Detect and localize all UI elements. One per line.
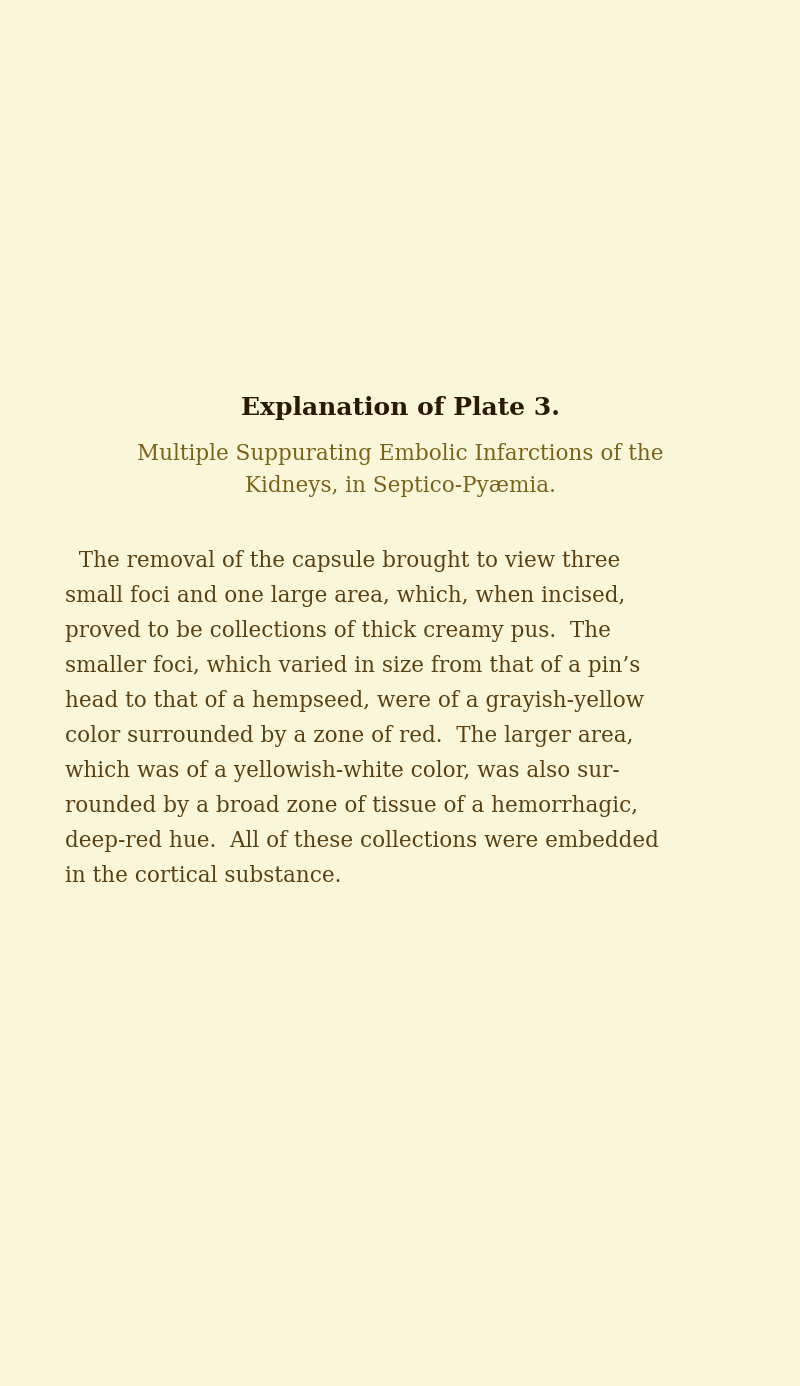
Text: deep-red hue.  All of these collections were embedded: deep-red hue. All of these collections w… bbox=[65, 830, 659, 852]
Text: color surrounded by a zone of red.  The larger area,: color surrounded by a zone of red. The l… bbox=[65, 725, 634, 747]
Text: proved to be collections of thick creamy pus.  The: proved to be collections of thick creamy… bbox=[65, 620, 611, 642]
Text: Explanation of Plate 3.: Explanation of Plate 3. bbox=[241, 396, 559, 420]
Text: The removal of the capsule brought to view three: The removal of the capsule brought to vi… bbox=[65, 550, 620, 572]
Text: Kidneys, in Septico-Pyæmia.: Kidneys, in Septico-Pyæmia. bbox=[245, 475, 555, 498]
Text: Multiple Suppurating Embolic Infarctions of the: Multiple Suppurating Embolic Infarctions… bbox=[137, 444, 663, 464]
Text: smaller foci, which varied in size from that of a pin’s: smaller foci, which varied in size from … bbox=[65, 656, 640, 676]
Text: rounded by a broad zone of tissue of a hemorrhagic,: rounded by a broad zone of tissue of a h… bbox=[65, 796, 638, 816]
Text: small foci and one large area, which, when incised,: small foci and one large area, which, wh… bbox=[65, 585, 626, 607]
Text: in the cortical substance.: in the cortical substance. bbox=[65, 865, 342, 887]
Text: head to that of a hempseed, were of a grayish-yellow: head to that of a hempseed, were of a gr… bbox=[65, 690, 644, 712]
Text: which was of a yellowish-white color, was also sur-: which was of a yellowish-white color, wa… bbox=[65, 760, 620, 782]
